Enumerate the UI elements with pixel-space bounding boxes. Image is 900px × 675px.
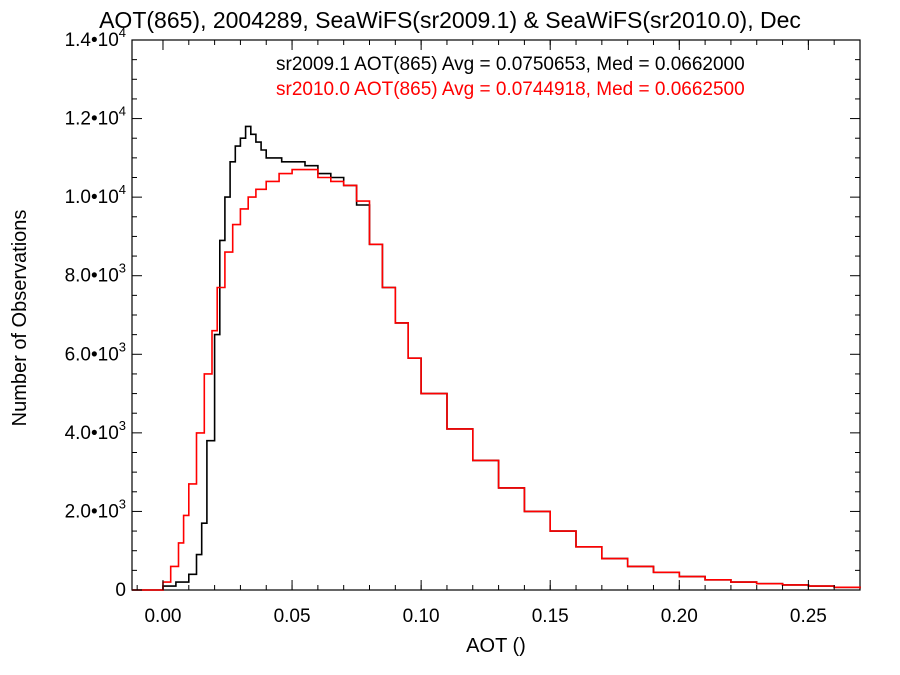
y-tick-label: 6.0•103 <box>65 339 126 365</box>
x-tick-label: 0.15 <box>532 606 569 627</box>
series-line-2 <box>132 168 861 591</box>
y-axis-ticks: 0 2.0•103 4.0•103 6.0•103 8.0•103 1.0•104 1.2•… <box>65 25 860 601</box>
legend-entry-2: sr2010.0 AOT(865) Avg = 0.0744918, Med =… <box>276 79 745 100</box>
legend-entry-1: sr2009.1 AOT(865) Avg = 0.0750653, Med =… <box>276 54 745 75</box>
x-tick-label: 0.05 <box>274 606 311 627</box>
chart-title: AOT(865), 2004289, SeaWiFS(sr2009.1) & S… <box>99 7 801 33</box>
y-tick-label: 4.0•103 <box>65 418 126 444</box>
x-axis-label: AOT () <box>466 635 526 657</box>
y-axis-label: Number of Observations <box>9 210 31 427</box>
x-axis-ticks: 0.00 0.05 0.10 0.15 0.20 0.25 <box>136 40 835 627</box>
x-tick-label: 0.25 <box>790 606 827 627</box>
series-layer <box>132 125 861 591</box>
y-tick-label: 1.2•104 <box>65 104 126 130</box>
x-tick-label: 0.00 <box>144 606 181 627</box>
x-tick-label: 0.10 <box>403 606 440 627</box>
legend: sr2009.1 AOT(865) Avg = 0.0750653, Med =… <box>276 54 745 100</box>
x-tick-label: 0.20 <box>661 606 698 627</box>
y-tick-label: 2.0•103 <box>65 496 126 522</box>
y-tick-label: 1.4•104 <box>65 25 126 51</box>
y-tick-label: 0 <box>115 580 126 601</box>
y-tick-label: 1.0•104 <box>65 182 126 208</box>
y-tick-label: 8.0•103 <box>65 261 126 287</box>
